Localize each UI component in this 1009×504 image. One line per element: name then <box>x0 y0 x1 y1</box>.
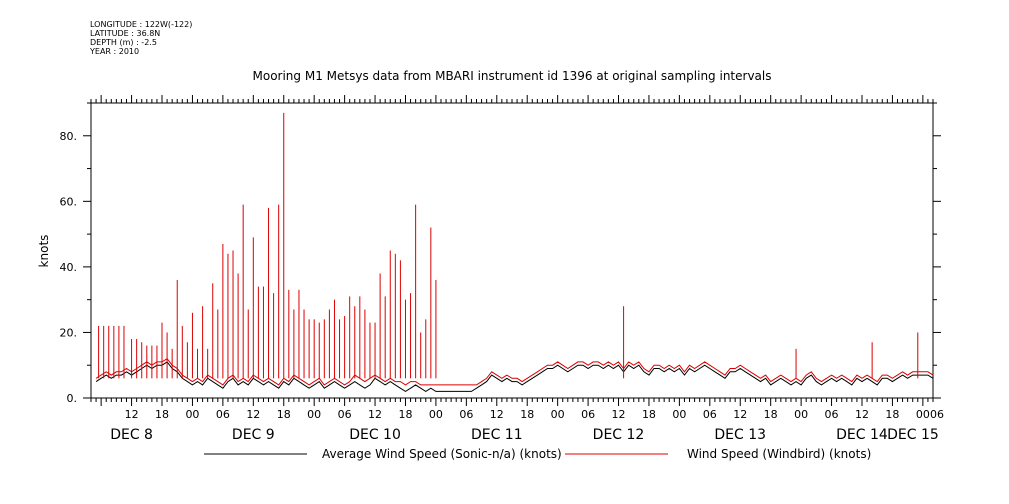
latitude-text: LATITUDE : 36.8N <box>90 29 161 38</box>
y-tick-label: 0. <box>67 392 78 405</box>
year-text: YEAR : 2010 <box>90 47 140 56</box>
x-tick-label: 00 <box>672 408 686 421</box>
x-day-label: DEC 12 <box>593 427 645 443</box>
x-tick-label: 18 <box>520 408 534 421</box>
x-tick-label: 00 <box>794 408 808 421</box>
y-tick-label: 80. <box>60 130 78 143</box>
depth-text: DEPTH (m) : -2.5 <box>90 38 157 47</box>
axis-ticks <box>83 95 941 406</box>
x-tick-label: 12 <box>125 408 139 421</box>
x-tick-label: 18 <box>277 408 291 421</box>
y-tick-label: 60. <box>60 195 78 208</box>
series-layer <box>95 112 934 392</box>
x-day-label: DEC 8 <box>110 427 153 443</box>
x-tick-label: 00 <box>551 408 565 421</box>
x-tick-label: 00 <box>307 408 321 421</box>
x-axis-hour-labels: 12 18 00 06 12 18 00 06 12 18 00 06 12 18 00 06 12 18 00 06… <box>125 408 944 421</box>
x-tick-label: 12 <box>733 408 747 421</box>
x-tick-label: 06 <box>581 408 595 421</box>
y-axis-label: knots <box>37 235 51 268</box>
x-tick-label: 00 <box>429 408 443 421</box>
series-line-average-wind-speed <box>95 361 934 392</box>
x-tick-label: 18 <box>398 408 412 421</box>
y-axis-tick-labels: 0. 20. 40. 60. 80. <box>60 130 78 405</box>
x-tick-label: 18 <box>764 408 778 421</box>
x-tick-label: 06 <box>216 408 230 421</box>
x-day-label: DEC 10 <box>349 427 401 443</box>
chart-title: Mooring M1 Metsys data from MBARI instru… <box>253 69 772 83</box>
x-day-label: DEC 9 <box>232 427 275 443</box>
x-tick-label: 06 <box>338 408 352 421</box>
x-tick-label: 12 <box>246 408 260 421</box>
x-tick-label: 12 <box>612 408 626 421</box>
mooring-metadata: LONGITUDE : 122W(-122) LATITUDE : 36.8N … <box>90 20 192 56</box>
x-day-label: DEC 13 <box>714 427 766 443</box>
series-line-windbird-wind-speed <box>95 358 934 386</box>
x-tick-label: 18 <box>642 408 656 421</box>
y-tick-label: 20. <box>60 326 78 339</box>
x-tick-label: 06 <box>825 408 839 421</box>
x-day-label: DEC 15 <box>887 427 939 443</box>
plot-frame <box>90 102 934 399</box>
x-day-label: DEC 14 <box>836 427 888 443</box>
x-tick-label: 12 <box>490 408 504 421</box>
x-tick-label: 00 <box>916 408 930 421</box>
y-tick-label: 40. <box>60 261 78 274</box>
x-tick-label: 18 <box>155 408 169 421</box>
x-tick-label: 00 <box>185 408 199 421</box>
x-day-label: DEC 11 <box>471 427 523 443</box>
legend-label-average-wind-speed: Average Wind Speed (Sonic-n/a) (knots) <box>322 447 562 461</box>
x-tick-label: 06 <box>703 408 717 421</box>
x-tick-label: 12 <box>368 408 382 421</box>
x-tick-label: 18 <box>885 408 899 421</box>
legend-label-windbird-wind-speed: Wind Speed (Windbird) (knots) <box>687 447 871 461</box>
legend: Average Wind Speed (Sonic-n/a) (knots) W… <box>204 447 871 461</box>
x-tick-label: 12 <box>855 408 869 421</box>
x-axis-day-labels: DEC 8 DEC 9 DEC 10 DEC 11 DEC 12 DEC 13 DEC 14… <box>110 427 939 443</box>
longitude-text: LONGITUDE : 122W(-122) <box>90 20 193 29</box>
x-tick-label: 06 <box>930 408 944 421</box>
x-tick-label: 06 <box>459 408 473 421</box>
